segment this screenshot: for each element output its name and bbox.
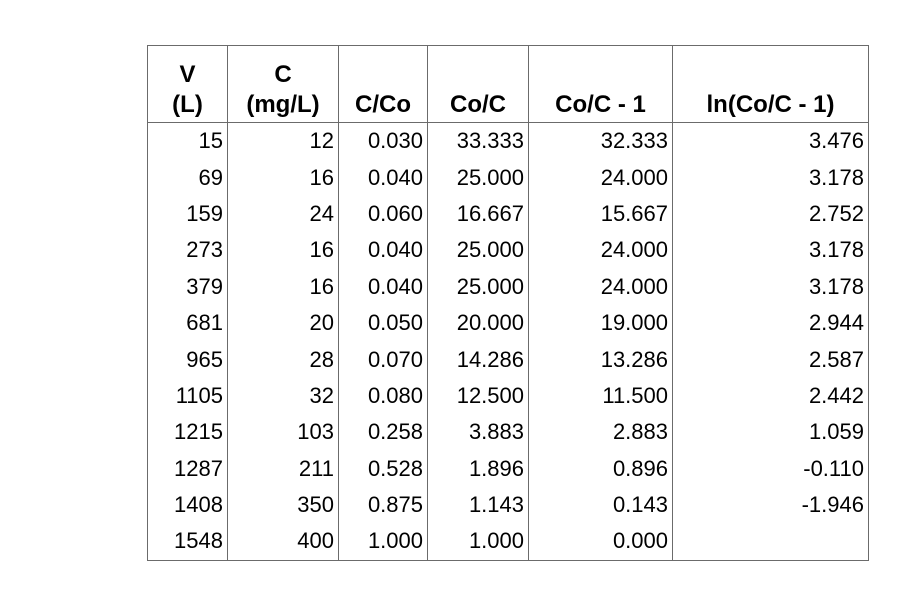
table-cell: 14.286 [427, 341, 529, 378]
table-cell: 273 [147, 232, 228, 269]
column-header-c: C (mg/L) [227, 45, 339, 123]
column-header-ln-co-over-c-minus-1: ln(Co/C - 1) [672, 45, 869, 123]
table-cell: 15.667 [528, 195, 673, 233]
table-cell: 400 [227, 523, 339, 561]
table-cell: 1.059 [672, 414, 869, 451]
table-cell: 1105 [147, 377, 228, 415]
table-cell: 16 [227, 268, 339, 305]
table-body: 15 12 0.030 33.333 32.333 3.476 69 16 0.… [147, 122, 869, 561]
table-cell: 0.080 [338, 377, 428, 415]
table-cell: 24.000 [528, 159, 673, 196]
table-cell: -0.110 [672, 450, 869, 487]
table-cell: 0.030 [338, 122, 428, 160]
table-cell: 20 [227, 304, 339, 342]
table-cell: 1.143 [427, 486, 529, 524]
table-cell: 33.333 [427, 122, 529, 160]
table-row: 965 28 0.070 14.286 13.286 2.587 [147, 341, 869, 378]
table-cell: 1215 [147, 414, 228, 451]
table-cell: 12 [227, 122, 339, 160]
table-cell: 2.883 [528, 414, 673, 451]
table-cell: 12.500 [427, 377, 529, 415]
table-cell: 32.333 [528, 122, 673, 160]
header-row: V (L) C (mg/L) C/Co Co/C Co/C - 1 ln(Co/… [147, 45, 869, 123]
table-cell: 211 [227, 450, 339, 487]
table-row: 15 12 0.030 33.333 32.333 3.476 [147, 122, 869, 160]
table-header: V (L) C (mg/L) C/Co Co/C Co/C - 1 ln(Co/… [147, 45, 869, 123]
table-cell: 11.500 [528, 377, 673, 415]
table-cell: 1287 [147, 450, 228, 487]
column-header-co-over-c: Co/C [427, 45, 529, 123]
table-cell: 25.000 [427, 232, 529, 269]
table-cell: 3.883 [427, 414, 529, 451]
table-cell: 2.752 [672, 195, 869, 233]
table-row: 379 16 0.040 25.000 24.000 3.178 [147, 268, 869, 305]
table-cell: 3.178 [672, 268, 869, 305]
table-cell: 0.896 [528, 450, 673, 487]
table-row: 1287 211 0.528 1.896 0.896 -0.110 [147, 450, 869, 487]
table-cell: 0.040 [338, 268, 428, 305]
table-cell: 69 [147, 159, 228, 196]
table-cell: 28 [227, 341, 339, 378]
table-cell [672, 523, 869, 561]
table-cell: 0.258 [338, 414, 428, 451]
table-row: 69 16 0.040 25.000 24.000 3.178 [147, 159, 869, 196]
table-row: 1105 32 0.080 12.500 11.500 2.442 [147, 377, 869, 415]
column-header-c-over-co: C/Co [338, 45, 428, 123]
table-cell: 1548 [147, 523, 228, 561]
table-cell: 0.040 [338, 159, 428, 196]
table-cell: 16.667 [427, 195, 529, 233]
table-row: 159 24 0.060 16.667 15.667 2.752 [147, 195, 869, 233]
table-cell: 0.060 [338, 195, 428, 233]
table-cell: 0.040 [338, 232, 428, 269]
table-cell: 1.896 [427, 450, 529, 487]
table-row: 273 16 0.040 25.000 24.000 3.178 [147, 232, 869, 269]
table-cell: 20.000 [427, 304, 529, 342]
table-cell: 1.000 [338, 523, 428, 561]
table-cell: 103 [227, 414, 339, 451]
table-row: 1408 350 0.875 1.143 0.143 -1.946 [147, 486, 869, 524]
column-header-co-over-c-minus-1: Co/C - 1 [528, 45, 673, 123]
table-row: 1548 400 1.000 1.000 0.000 [147, 523, 869, 561]
table-cell: 24.000 [528, 268, 673, 305]
table-cell: 0.000 [528, 523, 673, 561]
table-cell: 25.000 [427, 159, 529, 196]
table-cell: 379 [147, 268, 228, 305]
table-cell: 3.178 [672, 232, 869, 269]
breakthrough-data-table: V (L) C (mg/L) C/Co Co/C Co/C - 1 ln(Co/… [147, 45, 869, 561]
table-cell: 3.476 [672, 122, 869, 160]
table-cell: 32 [227, 377, 339, 415]
table-row: 1215 103 0.258 3.883 2.883 1.059 [147, 414, 869, 451]
table-cell: 0.050 [338, 304, 428, 342]
table-cell: 19.000 [528, 304, 673, 342]
table-cell: 0.528 [338, 450, 428, 487]
table-cell: 350 [227, 486, 339, 524]
table-cell: 0.875 [338, 486, 428, 524]
table-cell: 2.944 [672, 304, 869, 342]
table-cell: 13.286 [528, 341, 673, 378]
table-cell: 0.070 [338, 341, 428, 378]
table-cell: 0.143 [528, 486, 673, 524]
table-cell: 24.000 [528, 232, 673, 269]
table-cell: 16 [227, 232, 339, 269]
table-cell: 1.000 [427, 523, 529, 561]
table-row: 681 20 0.050 20.000 19.000 2.944 [147, 304, 869, 342]
table-cell: 159 [147, 195, 228, 233]
table-cell: 24 [227, 195, 339, 233]
table-cell: 16 [227, 159, 339, 196]
table-cell: 25.000 [427, 268, 529, 305]
table-cell: -1.946 [672, 486, 869, 524]
table-cell: 965 [147, 341, 228, 378]
table-cell: 681 [147, 304, 228, 342]
column-header-v: V (L) [147, 45, 228, 123]
table-cell: 2.442 [672, 377, 869, 415]
table-cell: 3.178 [672, 159, 869, 196]
table-cell: 2.587 [672, 341, 869, 378]
table-cell: 15 [147, 122, 228, 160]
table-cell: 1408 [147, 486, 228, 524]
data-table: V (L) C (mg/L) C/Co Co/C Co/C - 1 ln(Co/… [147, 45, 869, 561]
